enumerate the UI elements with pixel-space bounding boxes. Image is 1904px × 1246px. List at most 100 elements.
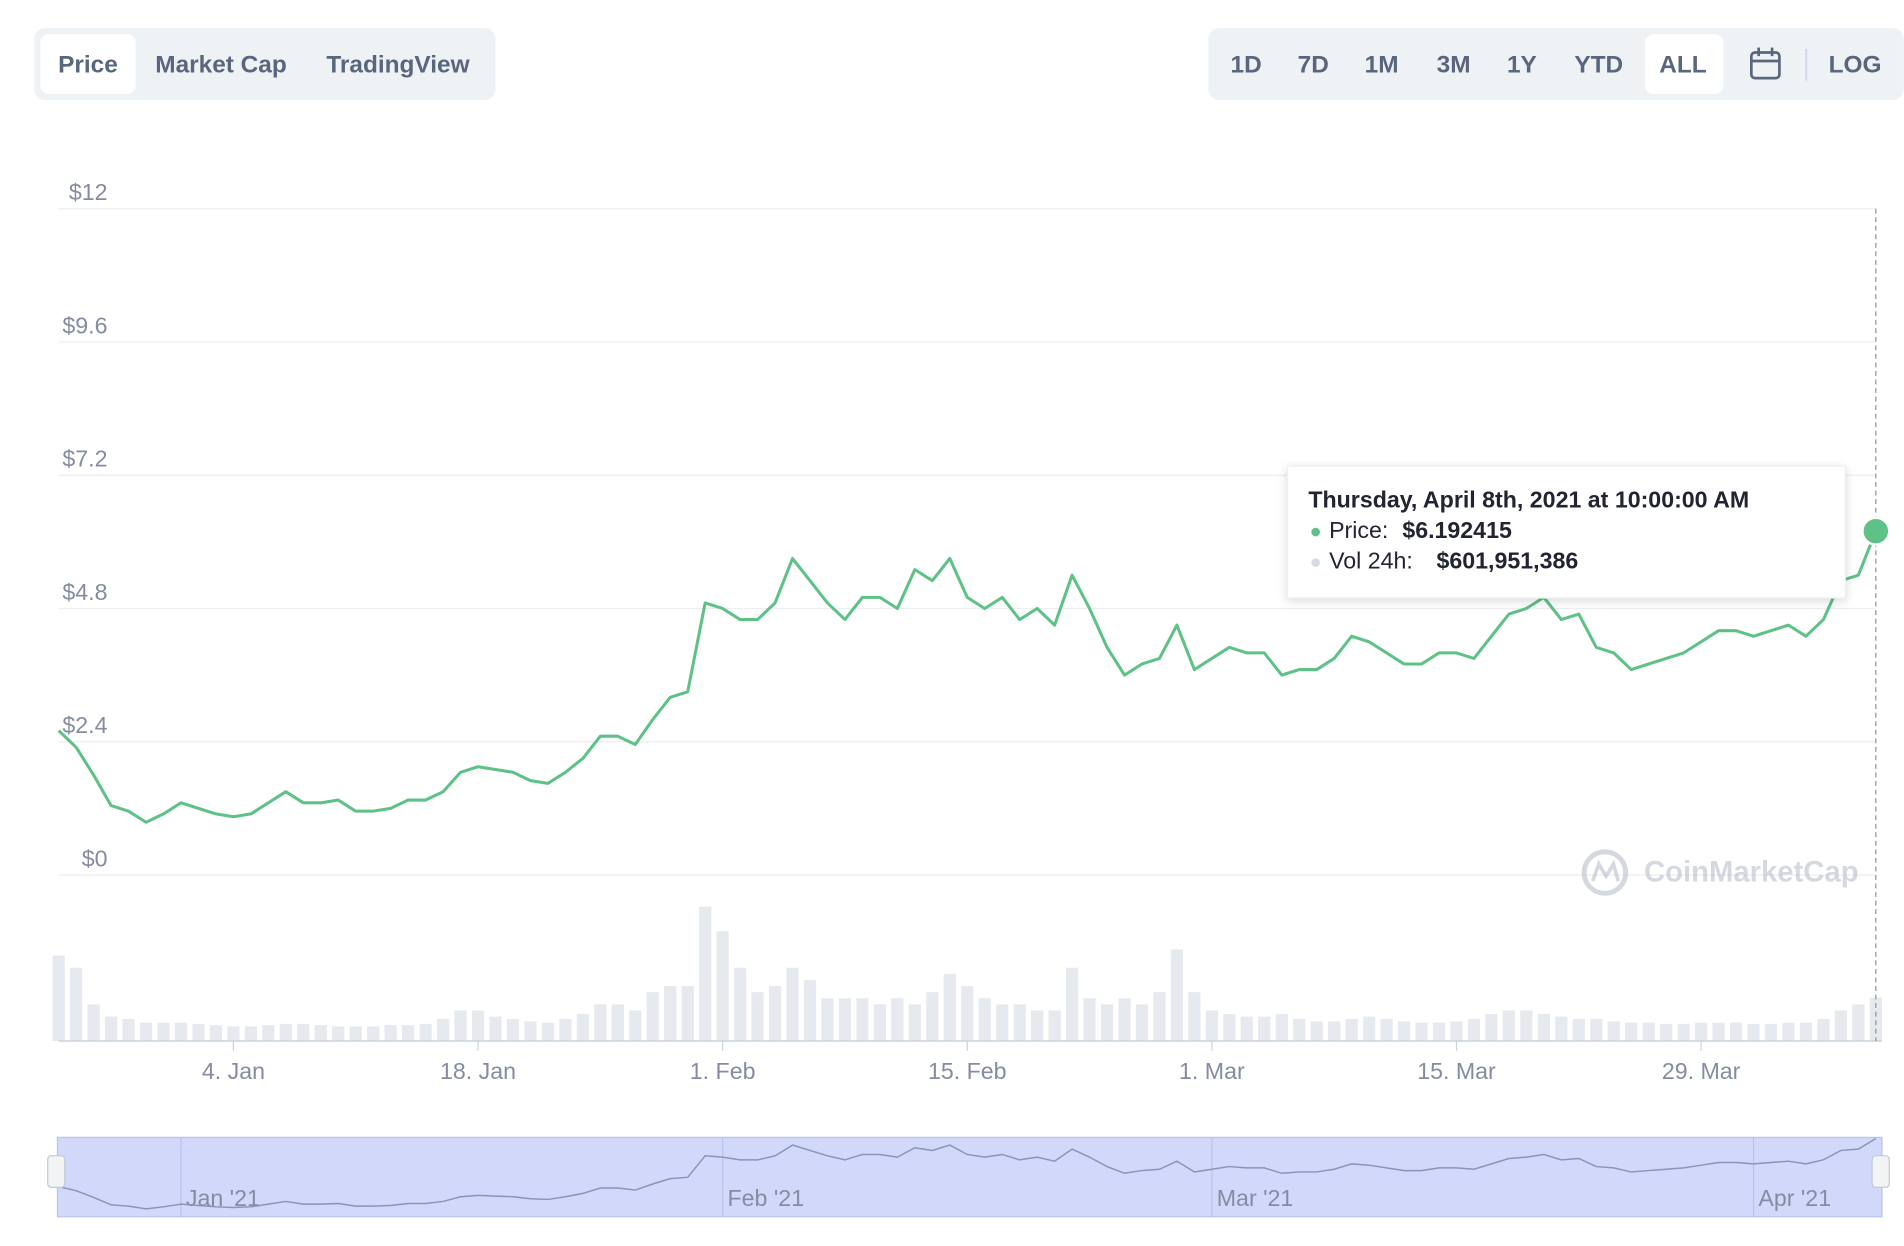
range-group	[1208, 28, 1904, 101]
volume-bar	[1467, 1019, 1481, 1041]
volume-bar	[699, 906, 712, 1041]
volume-bar	[1450, 1021, 1463, 1041]
volume-bar	[332, 1026, 345, 1041]
volume-bar	[1013, 1004, 1026, 1041]
volume-bar	[244, 1026, 257, 1041]
volume-bar	[104, 1016, 118, 1041]
volume-bar	[821, 998, 834, 1041]
range-button[interactable]: 3M	[1437, 51, 1471, 78]
volume-bar	[139, 1022, 153, 1041]
volume-bar	[227, 1026, 240, 1041]
x-tick-label: 1. Feb	[690, 1058, 756, 1084]
plot: $0 $2.4 $4.8 $7.2 $9.6 $12 4. Jan 18. Jan 1. Feb…	[47, 179, 1891, 1218]
volume-bar	[768, 986, 782, 1041]
volume-bar	[1852, 1004, 1865, 1041]
volume-bar	[1223, 1014, 1236, 1041]
navigator-handle[interactable]	[47, 1155, 66, 1189]
range-button[interactable]: 7D	[1298, 51, 1329, 78]
volume-bar	[681, 986, 694, 1041]
volume-bar	[1432, 1022, 1446, 1041]
volume-bar	[1625, 1022, 1638, 1041]
x-tick-label: 1. Mar	[1179, 1058, 1245, 1084]
volume-bar	[1782, 1022, 1795, 1041]
tooltip-dot	[1311, 558, 1320, 567]
volume-bar	[262, 1025, 275, 1041]
watermark: CoinMarketCap	[1581, 849, 1859, 896]
volume-bar	[1764, 1023, 1778, 1041]
range-button[interactable]: 1Y	[1507, 51, 1537, 78]
volume-bar	[541, 1022, 555, 1041]
volume-bar	[611, 1004, 624, 1041]
y-tick-label: $12	[69, 179, 108, 205]
watermark-text: CoinMarketCap	[1644, 856, 1859, 889]
volume-bar	[70, 967, 83, 1041]
tab[interactable]: Market Cap	[155, 51, 286, 78]
volume-bar	[1363, 1016, 1376, 1041]
calendar-icon[interactable]	[1750, 47, 1781, 80]
tooltip-title: Thursday, April 8th, 2021 at 10:00:00 AM	[1308, 487, 1749, 513]
log-button[interactable]: LOG	[1829, 51, 1882, 78]
volume-bar	[471, 1010, 485, 1041]
volume-bar	[279, 1023, 292, 1041]
tab[interactable]: Price	[58, 51, 118, 78]
volume-bar	[1520, 1010, 1533, 1041]
volume-bar	[1660, 1023, 1673, 1041]
volume-bar	[314, 1025, 327, 1041]
tooltip-dot	[1311, 527, 1320, 537]
volume-bar	[1642, 1022, 1655, 1041]
volume-bar	[1170, 949, 1184, 1041]
range-selected	[1645, 34, 1724, 94]
volume-bar	[1712, 1022, 1725, 1041]
volume-bar	[629, 1010, 642, 1041]
volume-bar	[1031, 1010, 1044, 1041]
navigator[interactable]	[56, 1136, 1883, 1218]
navigator-label: Mar '21	[1217, 1185, 1294, 1211]
volume-bar	[52, 955, 65, 1041]
volume-bar	[978, 998, 991, 1041]
x-tick-label: 15. Feb	[928, 1058, 1007, 1084]
volume-bar	[402, 1025, 415, 1041]
volume-bar	[873, 1004, 887, 1041]
x-tick-label: 18. Jan	[440, 1058, 516, 1084]
volume-bar	[1607, 1021, 1620, 1041]
volume-bar	[1572, 1019, 1585, 1041]
volume-bar	[209, 1025, 223, 1041]
tooltip-volume-label: Vol 24h:	[1329, 548, 1413, 574]
volume-bar	[1537, 1014, 1550, 1041]
volume-bar	[1293, 1019, 1306, 1041]
volume-bar	[1397, 1021, 1411, 1041]
volume-bar	[1310, 1021, 1323, 1041]
volume-bar	[1834, 1010, 1847, 1041]
volume-bar	[1747, 1023, 1760, 1041]
volume-bar	[664, 986, 677, 1041]
volume-bar	[436, 1019, 450, 1041]
tooltip-price-label: Price:	[1329, 517, 1388, 543]
volume-bar	[908, 1004, 921, 1041]
volume-bar	[1258, 1016, 1271, 1041]
tab[interactable]: TradingView	[326, 51, 470, 78]
range-button[interactable]: YTD	[1574, 51, 1623, 78]
volume-bar	[1590, 1019, 1603, 1041]
range-button[interactable]: ALL	[1659, 51, 1707, 78]
navigator-handle[interactable]	[1871, 1155, 1890, 1189]
volume-bar	[1118, 998, 1131, 1041]
tooltip-price: $6.192415	[1402, 517, 1512, 543]
volume-bar	[1485, 1014, 1498, 1041]
volume-bar	[594, 1004, 607, 1041]
volume-bar	[87, 1004, 100, 1041]
x-tick-label: 4. Jan	[202, 1058, 265, 1084]
volume-bar	[838, 998, 852, 1041]
range-button[interactable]: 1D	[1231, 51, 1262, 78]
x-tick-label: 15. Mar	[1417, 1058, 1496, 1084]
volume-bar	[489, 1016, 502, 1041]
hover-point	[1861, 516, 1891, 546]
navigator-line	[58, 1137, 1877, 1210]
y-tick-label: $4.8	[62, 579, 107, 605]
volume-bar	[1555, 1016, 1568, 1041]
volume-bar	[1048, 1010, 1061, 1041]
volume-bar	[454, 1010, 467, 1041]
volume-bar	[1065, 967, 1079, 1041]
range-button[interactable]: 1M	[1365, 51, 1399, 78]
